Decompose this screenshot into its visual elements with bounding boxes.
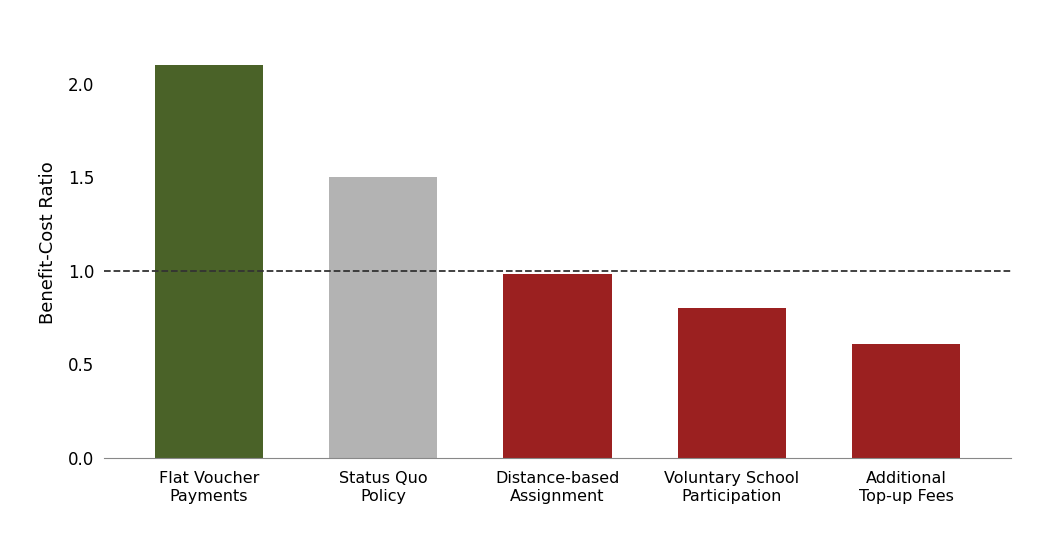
Bar	[852, 344, 960, 458]
Bar	[155, 65, 263, 458]
Y-axis label: Benefit-Cost Ratio: Benefit-Cost Ratio	[39, 161, 57, 324]
Bar	[329, 177, 438, 458]
Bar	[503, 275, 612, 458]
Bar	[677, 308, 786, 458]
